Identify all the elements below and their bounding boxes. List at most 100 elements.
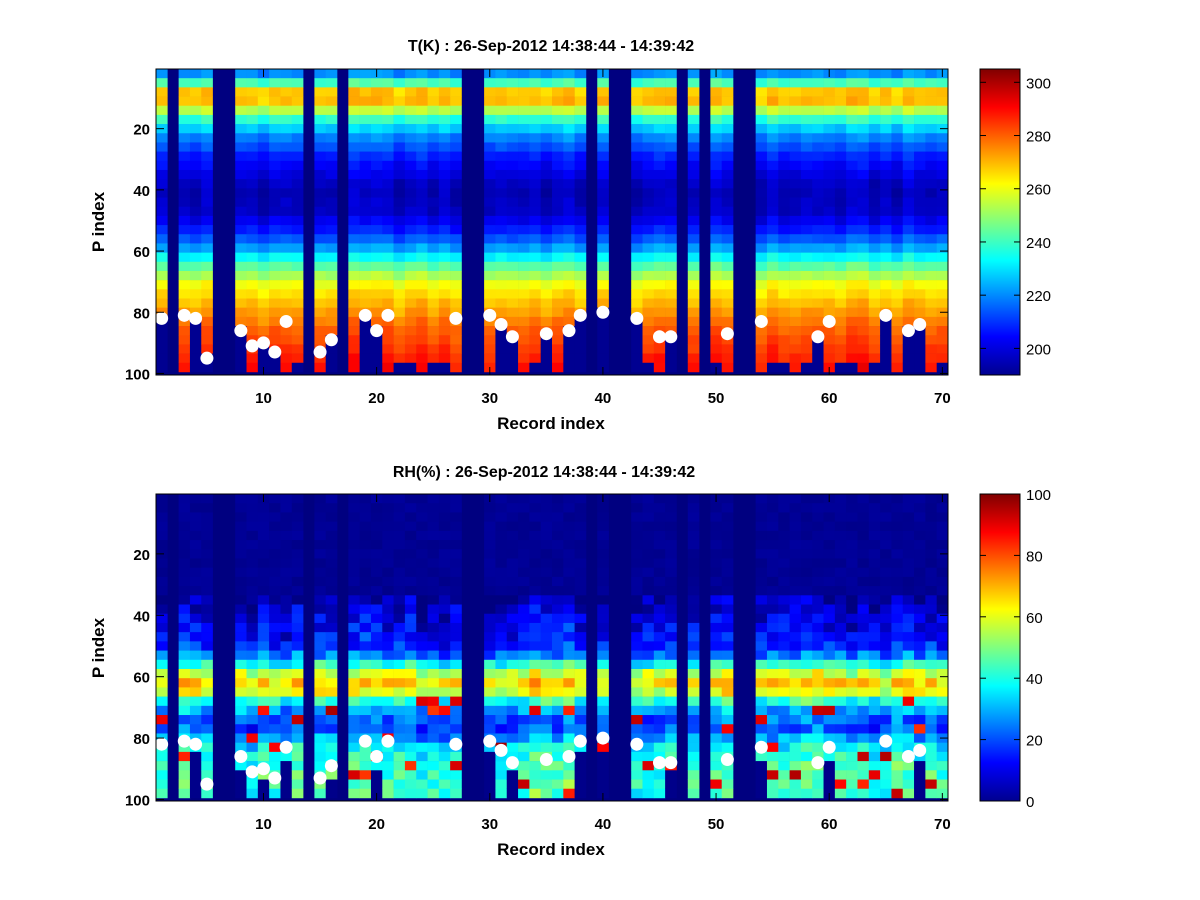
heatmap-cell [382, 494, 394, 504]
heatmap-cell [925, 78, 937, 88]
heatmap-cell [789, 133, 802, 143]
heatmap-cell [914, 114, 926, 125]
heatmap-cell [246, 252, 259, 263]
heatmap-cell [552, 243, 564, 253]
heatmap-cell [201, 761, 213, 771]
surface-marker [449, 311, 463, 325]
heatmap-cell [438, 770, 451, 780]
heatmap-cell [755, 252, 768, 263]
heatmap-cell [812, 521, 824, 532]
heatmap-cell [450, 78, 462, 88]
heatmap-cell [812, 567, 824, 578]
heatmap-cell [529, 678, 541, 688]
heatmap-cell [631, 87, 643, 97]
heatmap-cell [201, 243, 213, 253]
heatmap-cell [189, 179, 202, 189]
heatmap-cell [280, 715, 293, 725]
heatmap-cell [393, 133, 406, 143]
heatmap-cell [812, 197, 824, 207]
heatmap-column [552, 69, 564, 373]
heatmap-cell [574, 114, 587, 125]
heatmap-cell [880, 344, 892, 354]
heatmap-cell [789, 558, 802, 568]
heatmap-cell [574, 78, 587, 88]
heatmap-cell [427, 549, 440, 559]
heatmap-cell [484, 687, 496, 697]
heatmap-cell [484, 715, 496, 725]
heatmap-cell [880, 696, 892, 707]
heatmap-cell [631, 512, 643, 522]
heatmap-cell [925, 512, 937, 522]
surface-marker [313, 345, 327, 359]
heatmap-cell [427, 206, 440, 217]
heatmap-cell [484, 521, 496, 532]
heatmap-cell [450, 530, 462, 541]
heatmap-cell [552, 613, 564, 624]
heatmap-cell [325, 160, 338, 171]
colorbar-tick-label: 260 [1026, 182, 1051, 199]
heatmap-cell [348, 298, 360, 308]
heatmap-cell [800, 494, 813, 504]
heatmap-cell [868, 261, 881, 272]
heatmap-cell [325, 788, 338, 799]
heatmap-cell [800, 632, 813, 642]
heatmap-cell [393, 316, 406, 327]
heatmap-cell [891, 326, 904, 336]
heatmap-cell [914, 705, 926, 716]
heatmap-cell [404, 604, 417, 615]
heatmap-cell [914, 494, 926, 504]
surface-marker [370, 324, 384, 338]
heatmap-cell [518, 733, 530, 743]
heatmap-cell [891, 530, 904, 541]
heatmap-cell [880, 724, 892, 734]
heatmap-cell [359, 335, 372, 345]
heatmap-cell [653, 604, 666, 615]
heatmap-cell [857, 641, 870, 651]
heatmap-cell [269, 604, 281, 615]
heatmap-cell [348, 512, 360, 522]
heatmap-cell [834, 678, 847, 688]
heatmap-column [370, 494, 383, 799]
heatmap-cell [427, 530, 440, 541]
heatmap-column [891, 494, 904, 799]
heatmap-cell [687, 179, 700, 189]
heatmap-cell [495, 188, 508, 198]
heatmap-cell [450, 179, 462, 189]
y-tick-label: 80 [133, 731, 150, 748]
heatmap-cell [914, 659, 926, 670]
heatmap-cell [823, 206, 836, 217]
heatmap-cell [359, 133, 372, 143]
heatmap-cell [925, 742, 937, 753]
heatmap-cell [778, 335, 790, 345]
heatmap-cell [257, 549, 270, 559]
heatmap-cell [563, 114, 575, 125]
heatmap-cell [823, 335, 836, 345]
heatmap-cell [450, 215, 462, 226]
heatmap-cell [653, 687, 666, 697]
heatmap-cell [257, 696, 270, 707]
heatmap-cell [178, 687, 191, 697]
heatmap-cell [201, 215, 213, 226]
heatmap-cell [348, 114, 360, 125]
heatmap-cell [404, 289, 417, 299]
heatmap-cell [529, 362, 541, 373]
heatmap-cell [427, 142, 440, 152]
heatmap-cell [721, 705, 734, 716]
heatmap-cell [291, 114, 304, 125]
heatmap-cell [778, 549, 790, 559]
heatmap-cell [925, 733, 937, 743]
humidity-y-axis-label: P index [89, 617, 108, 678]
heatmap-cell [506, 678, 519, 688]
heatmap-cell [834, 316, 847, 327]
heatmap-cell [846, 252, 858, 263]
heatmap-cell [269, 280, 281, 290]
heatmap-cell [766, 788, 779, 799]
heatmap-cell [416, 779, 428, 790]
heatmap-cell [359, 530, 372, 541]
heatmap-cell [484, 586, 496, 596]
heatmap-cell [800, 243, 813, 253]
heatmap-cell [269, 105, 281, 116]
heatmap-cell [416, 234, 428, 244]
heatmap-cell [348, 540, 360, 550]
